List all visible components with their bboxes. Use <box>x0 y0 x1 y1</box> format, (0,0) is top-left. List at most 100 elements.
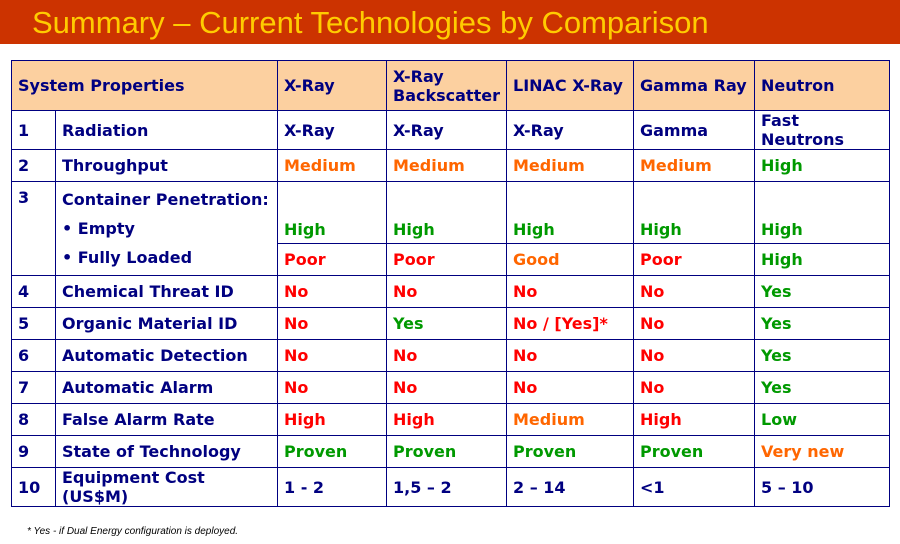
table-cell: Yes <box>754 307 890 340</box>
table-cell: No <box>633 307 755 340</box>
table-cell: No <box>386 371 507 404</box>
table-cell: No <box>386 275 507 308</box>
row-number: 3 <box>11 181 56 276</box>
table-cell: No <box>633 371 755 404</box>
row-number: 10 <box>11 467 56 507</box>
table-cell: High <box>754 243 890 276</box>
header-linac-xray: LINAC X-Ray <box>506 60 634 111</box>
table-cell: No <box>506 275 634 308</box>
table-cell: High <box>633 181 755 244</box>
row-number: 9 <box>11 435 56 468</box>
header-system-properties: System Properties <box>11 60 278 111</box>
row-number: 6 <box>11 339 56 372</box>
table-cell: Yes <box>386 307 507 340</box>
table-cell: <1 <box>633 467 755 507</box>
table-cell: Yes <box>754 371 890 404</box>
table-cell: 1 - 2 <box>277 467 387 507</box>
table-cell: High <box>754 149 890 182</box>
table-cell: Medium <box>506 403 634 436</box>
table-cell: High <box>386 181 507 244</box>
table-cell: X-Ray <box>277 110 387 150</box>
table-cell: Poor <box>386 243 507 276</box>
table-cell: No <box>506 371 634 404</box>
comparison-table: System Properties X-Ray X-Ray Backscatte… <box>11 60 890 507</box>
table-row: 3 Container Penetration: • Empty • Fully Lo… <box>11 181 890 276</box>
table-cell: Yes <box>754 339 890 372</box>
table-cell: Medium <box>277 149 387 182</box>
table-cell: 2 – 14 <box>506 467 634 507</box>
row-property: Equipment Cost (US$M) <box>55 467 278 507</box>
row-property: False Alarm Rate <box>55 403 278 436</box>
table-row: 2 Throughput Medium Medium Medium Medium High <box>11 149 890 182</box>
table-cell: No <box>277 275 387 308</box>
row-property: Automatic Alarm <box>55 371 278 404</box>
table-cell: Gamma <box>633 110 755 150</box>
table-cell: Proven <box>633 435 755 468</box>
table-cell: No <box>386 339 507 372</box>
table-cell: Fast Neutrons <box>754 110 890 150</box>
row-number: 1 <box>11 110 56 150</box>
row-property: State of Technology <box>55 435 278 468</box>
table-cell: No <box>277 307 387 340</box>
table-cell: Low <box>754 403 890 436</box>
row-property: Organic Material ID <box>55 307 278 340</box>
sub-label-fully-loaded: • Fully Loaded <box>62 248 193 267</box>
table-cell: Poor <box>277 243 387 276</box>
table-cell: No / [Yes]* <box>506 307 634 340</box>
table-cell: X-Ray <box>506 110 634 150</box>
table-cell: Good <box>506 243 634 276</box>
table-row: Poor Poor Good Poor High <box>12 243 890 276</box>
row-number: 5 <box>11 307 56 340</box>
header-xray: X-Ray <box>277 60 387 111</box>
table-cell: Proven <box>506 435 634 468</box>
row-property: Automatic Detection <box>55 339 278 372</box>
row-property: Throughput <box>55 149 278 182</box>
table-cell: Poor <box>633 243 755 276</box>
header-gamma-ray: Gamma Ray <box>633 60 755 111</box>
table-cell: No <box>633 275 755 308</box>
title-bar: Summary – Current Technologies by Compar… <box>0 0 900 44</box>
row-number: 2 <box>11 149 56 182</box>
row-number: 4 <box>11 275 56 308</box>
table-row: 8 False Alarm Rate High High Medium High Low <box>11 403 890 436</box>
table-cell: No <box>277 339 387 372</box>
table-row: 9 State of Technology Proven Proven Proven Pr… <box>11 435 890 468</box>
table-row: 6 Automatic Detection No No No No Yes <box>11 339 890 372</box>
table-cell: X-Ray <box>386 110 507 150</box>
table-cell: Medium <box>633 149 755 182</box>
table-row: 4 Chemical Threat ID No No No No Yes <box>11 275 890 308</box>
header-row: System Properties X-Ray X-Ray Backscatte… <box>11 60 890 111</box>
table-cell: High <box>277 181 387 244</box>
row-property: Radiation <box>55 110 278 150</box>
table-cell: No <box>506 339 634 372</box>
table-cell: High <box>633 403 755 436</box>
row-property: Chemical Threat ID <box>55 275 278 308</box>
table-cell: High <box>506 181 634 244</box>
table-cell: Very new <box>754 435 890 468</box>
table-cell: Medium <box>386 149 507 182</box>
table-cell: No <box>633 339 755 372</box>
property-label: Container Penetration: <box>62 190 269 209</box>
row-number: 8 <box>11 403 56 436</box>
row-number: 7 <box>11 371 56 404</box>
table-cell: 5 – 10 <box>754 467 890 507</box>
table-cell: Medium <box>506 149 634 182</box>
footnote: * Yes - if Dual Energy configuration is … <box>27 526 239 537</box>
row-property: Container Penetration: • Empty • Fully Loa… <box>55 181 278 276</box>
header-neutron: Neutron <box>754 60 890 111</box>
page-title: Summary – Current Technologies by Compar… <box>32 5 709 40</box>
table-cell: Yes <box>754 275 890 308</box>
header-xray-backscatter: X-Ray Backscatter <box>386 60 507 111</box>
table-cell: No <box>277 371 387 404</box>
table-row: 1 Radiation X-Ray X-Ray X-Ray Gamma Fast Neutr… <box>11 110 890 150</box>
table-cell: 1,5 – 2 <box>386 467 507 507</box>
table-cell: High <box>754 181 890 244</box>
table-row: 5 Organic Material ID No Yes No / [Yes]* No Ye… <box>11 307 890 340</box>
table-cell: High <box>386 403 507 436</box>
table-cell: High <box>277 403 387 436</box>
table-cell: Proven <box>277 435 387 468</box>
table-cell: Proven <box>386 435 507 468</box>
table-row: 7 Automatic Alarm No No No No Yes <box>11 371 890 404</box>
sub-label-empty: • Empty <box>62 219 135 238</box>
